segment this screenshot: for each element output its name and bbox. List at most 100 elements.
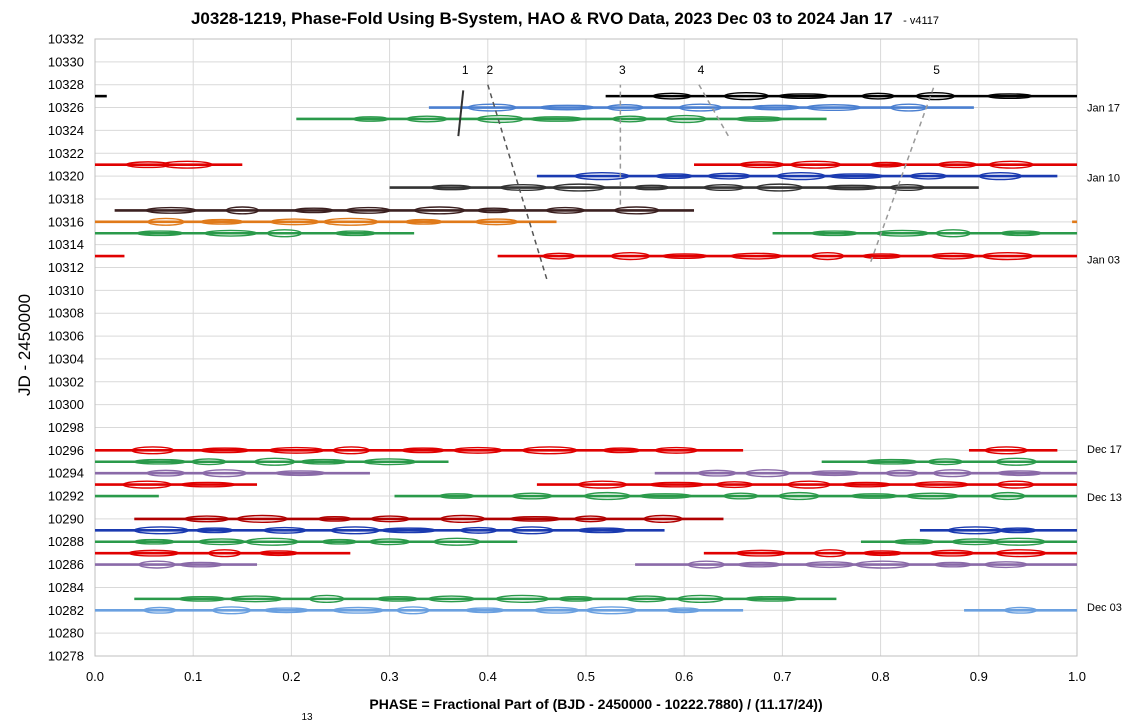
x-tick-labels: 0.0 0.1 0.2 0.3 0.4 0.5 0.6 0.7 0.8 0.9 1.0 (86, 669, 1086, 684)
y-tick-label: 10308 (48, 306, 84, 321)
y-tick-label: 10314 (48, 237, 84, 252)
series-envelope (978, 172, 1023, 181)
series-envelope (406, 115, 448, 123)
lightcurve-series (428, 103, 974, 112)
x-tick-label: 0.5 (577, 669, 595, 684)
series-envelope (510, 526, 554, 535)
x-tick-label: 0.3 (381, 669, 399, 684)
series-envelope (981, 251, 1034, 261)
feature-label: 4 (698, 63, 705, 77)
series-envelope (128, 549, 180, 557)
y-tick-label: 10310 (48, 283, 84, 298)
series-envelope (122, 480, 172, 489)
y-tick-label: 10312 (48, 260, 84, 275)
date-label: Dec 17 (1087, 444, 1122, 456)
date-label: Jan 17 (1087, 103, 1120, 115)
series-envelope (697, 469, 737, 477)
series-envelope (460, 526, 498, 534)
series-envelope (345, 206, 391, 214)
x-tick-label: 1.0 (1068, 669, 1086, 684)
series-envelope (810, 251, 845, 261)
chart-title-main: J0328-1219, Phase-Fold Using B-System, H… (191, 9, 893, 28)
y-tick-label: 10296 (48, 443, 84, 458)
series-envelope (191, 458, 227, 466)
y-tick-label: 10298 (48, 420, 84, 435)
series-envelope (225, 206, 260, 215)
y-tick-label: 10282 (48, 603, 84, 618)
footnote: 13 (301, 712, 313, 721)
x-tick-label: 0.2 (282, 669, 300, 684)
y-tick-label: 10288 (48, 534, 84, 549)
series-envelope (131, 446, 175, 455)
series-envelope (138, 560, 176, 569)
y-tick-label: 10290 (48, 511, 84, 526)
series-envelope (476, 114, 524, 124)
series-envelope (951, 538, 999, 546)
series-envelope (299, 458, 348, 465)
x-tick-label: 0.0 (86, 669, 104, 684)
series-envelope (430, 184, 472, 191)
series-envelope (263, 526, 307, 534)
series-envelope (935, 229, 971, 238)
series-envelope (984, 446, 1028, 455)
series-envelope (396, 606, 430, 615)
series-envelope (730, 252, 782, 260)
series-envelope (643, 514, 683, 523)
series-envelope (869, 161, 904, 168)
x-tick-label: 0.7 (773, 669, 791, 684)
feature-line (870, 84, 936, 263)
lightcurve-series (95, 160, 1077, 169)
feature-line (457, 90, 465, 137)
series-envelope (862, 550, 903, 557)
series-envelope (789, 160, 842, 169)
series-envelope (677, 594, 725, 603)
series-envelope (207, 549, 242, 558)
series-envelope (585, 606, 638, 615)
series-envelope (787, 480, 831, 489)
series-envelope (197, 538, 246, 546)
series-envelope (294, 207, 334, 214)
series-envelope (744, 469, 791, 478)
series-envelope (703, 184, 745, 192)
series-envelope (633, 184, 670, 191)
series-envelope (147, 217, 185, 226)
series-layer (95, 92, 1077, 615)
lightcurve-series (389, 183, 979, 192)
series-envelope (737, 561, 782, 568)
series-envelope (996, 470, 1043, 477)
y-tick-label: 10286 (48, 557, 84, 572)
series-envelope (195, 527, 234, 534)
series-envelope (583, 491, 631, 501)
lightcurve-series (134, 514, 724, 523)
series-envelope (509, 515, 561, 522)
feature-line (698, 84, 730, 137)
series-envelope (201, 469, 248, 478)
series-envelope (146, 469, 186, 477)
series-envelope (739, 161, 785, 169)
feature-label: 3 (619, 63, 626, 77)
series-envelope (735, 549, 787, 557)
feature-label: 2 (486, 63, 493, 77)
series-envelope (996, 480, 1035, 489)
series-envelope (715, 481, 754, 489)
series-envelope (465, 607, 505, 614)
series-envelope (577, 527, 627, 534)
series-envelope (533, 606, 580, 614)
series-envelope (666, 607, 701, 614)
series-envelope (875, 229, 930, 237)
series-envelope (638, 493, 693, 499)
lightcurve-series (95, 480, 1077, 489)
series-envelope (136, 230, 184, 237)
series-envelope (362, 458, 417, 466)
lightcurve-series (95, 469, 1077, 478)
series-envelope (804, 561, 855, 569)
series-envelope (988, 160, 1034, 169)
series-envelope (258, 550, 299, 557)
series-envelope (947, 526, 1003, 535)
series-envelope (184, 515, 230, 523)
series-envelope (380, 527, 437, 534)
series-envelope (268, 446, 325, 454)
series-envelope (649, 481, 705, 488)
